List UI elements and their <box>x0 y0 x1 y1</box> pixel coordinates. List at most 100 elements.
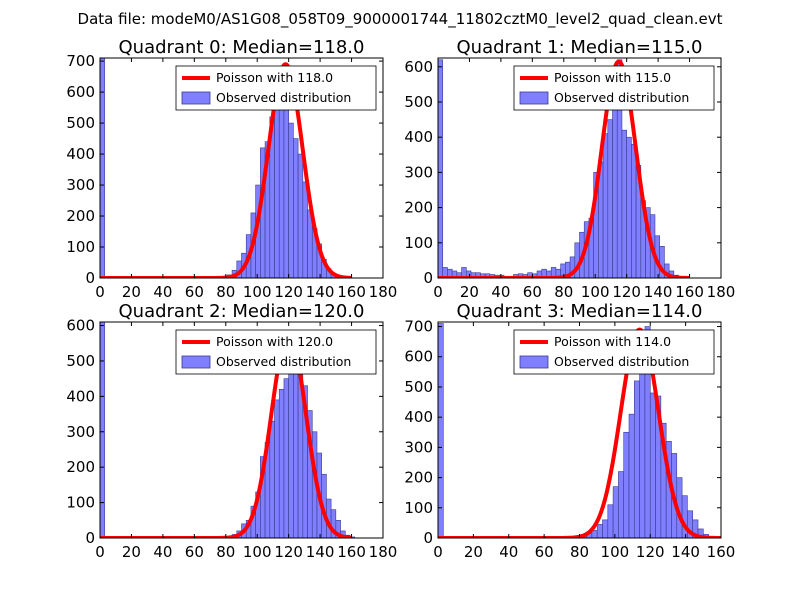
x-tick-label: 180 <box>369 543 398 561</box>
y-tick-label: 500 <box>404 378 433 396</box>
x-tick-label: 140 <box>306 543 335 561</box>
legend-fit-label: Poisson with 118.0 <box>216 70 333 85</box>
y-tick-label: 100 <box>404 499 433 517</box>
x-tick-label: 140 <box>671 543 700 561</box>
legend-fit-label: Poisson with 114.0 <box>554 334 671 349</box>
histogram-bar <box>612 486 619 538</box>
quadrant-3-title: Quadrant 3: Median=114.0 <box>457 301 703 322</box>
y-tick-label: 600 <box>66 317 95 335</box>
figure-title: Data file: modeM0/AS1G08_058T09_90000017… <box>78 10 723 29</box>
x-tick-label: 20 <box>122 543 141 561</box>
x-tick-label: 60 <box>523 283 542 301</box>
y-tick-label: 100 <box>66 238 95 256</box>
histogram-bar <box>100 322 106 538</box>
x-tick-label: 100 <box>581 283 610 301</box>
x-tick-label: 80 <box>216 543 235 561</box>
y-tick-label: 600 <box>66 83 95 101</box>
y-tick-label: 200 <box>404 199 433 217</box>
quadrant-2-axes-frame <box>99 321 384 539</box>
legend-fit-label: Poisson with 120.0 <box>216 334 333 349</box>
legend-observed-label: Observed distribution <box>216 90 351 105</box>
y-tick-label: 200 <box>66 458 95 476</box>
histogram-bar <box>602 133 609 278</box>
histogram-bar <box>100 58 106 278</box>
legend-observed-label: Observed distribution <box>216 354 351 369</box>
x-tick-label: 0 <box>95 543 105 561</box>
quadrant-0-legend: Poisson with 118.0 Observed distribution <box>175 65 377 111</box>
legend-observed-label: Observed distribution <box>554 354 689 369</box>
y-tick-label: 300 <box>66 176 95 194</box>
x-tick-label: 0 <box>433 283 443 301</box>
x-tick-label: 180 <box>369 283 398 301</box>
histogram-bar <box>335 519 341 538</box>
histogram-bar <box>634 380 640 538</box>
legend-bar-swatch <box>519 355 549 369</box>
legend-bar-swatch <box>181 91 211 105</box>
x-tick-label: 160 <box>337 543 366 561</box>
x-tick-label: 120 <box>274 543 303 561</box>
x-tick-label: 60 <box>535 543 554 561</box>
y-tick-label: 100 <box>66 494 95 512</box>
x-tick-label: 100 <box>243 283 272 301</box>
y-tick-label: 600 <box>404 348 433 366</box>
histogram-bar <box>283 378 289 538</box>
quadrant-2-title: Quadrant 2: Median=120.0 <box>119 301 365 322</box>
histogram-bar <box>649 392 656 538</box>
y-tick-label: 100 <box>404 234 433 252</box>
legend-bar-swatch <box>519 91 549 105</box>
quadrant-2-legend: Poisson with 120.0 Observed distribution <box>175 329 377 375</box>
histogram-bar <box>596 524 603 538</box>
histogram-bar <box>293 138 299 278</box>
x-tick-label: 160 <box>675 283 704 301</box>
quadrant-0-axes-frame <box>99 57 384 279</box>
legend-observed-label: Observed distribution <box>554 90 689 105</box>
x-tick-label: 60 <box>185 283 204 301</box>
y-tick-label: 400 <box>404 128 433 146</box>
x-tick-label: 160 <box>337 283 366 301</box>
quadrant-1-panel: Quadrant 1: Median=115.00 20 40 60 80 100 120 1… <box>404 37 735 301</box>
histogram-bar <box>631 143 637 278</box>
histogram-bar <box>626 136 632 278</box>
histogram-bar <box>628 413 635 538</box>
y-tick-label: 0 <box>423 269 433 287</box>
legend-bar-swatch <box>181 355 211 369</box>
quadrant-2-panel: Quadrant 2: Median=120.00 20 40 60 80 100 120 1… <box>66 301 397 561</box>
quadrant-1-title: Quadrant 1: Median=115.0 <box>457 37 703 58</box>
quadrant-0-panel: Quadrant 0: Median=118.00 20 40 60 80 100 120 1… <box>66 37 397 301</box>
histogram-bar <box>697 528 704 538</box>
histogram-bar <box>438 59 444 278</box>
y-tick-label: 400 <box>66 145 95 163</box>
histogram-bar <box>274 399 280 538</box>
x-tick-label: 0 <box>433 543 443 561</box>
histogram-bar <box>297 153 304 278</box>
histogram-bar <box>438 323 444 538</box>
x-tick-label: 80 <box>216 283 235 301</box>
histogram-bar <box>621 129 627 278</box>
quadrant-3-legend: Poisson with 114.0 Observed distribution <box>513 329 715 375</box>
histogram-bar <box>659 246 665 278</box>
histogram-bar <box>302 181 308 278</box>
y-tick-label: 300 <box>66 423 95 441</box>
x-tick-label: 140 <box>306 283 335 301</box>
histogram-bar <box>607 119 613 278</box>
y-tick-label: 200 <box>66 207 95 225</box>
histogram-bar <box>288 122 294 278</box>
quadrant-1-legend: Poisson with 115.0 Observed distribution <box>513 65 715 111</box>
y-tick-label: 400 <box>66 387 95 405</box>
x-tick-label: 60 <box>185 543 204 561</box>
y-tick-label: 500 <box>404 93 433 111</box>
x-tick-label: 20 <box>122 283 141 301</box>
x-tick-label: 120 <box>636 543 665 561</box>
x-tick-label: 40 <box>499 543 518 561</box>
x-tick-label: 40 <box>153 283 172 301</box>
y-tick-label: 600 <box>404 58 433 76</box>
x-tick-label: 120 <box>274 283 303 301</box>
x-tick-label: 0 <box>95 283 105 301</box>
x-tick-label: 80 <box>570 543 589 561</box>
y-tick-label: 400 <box>404 408 433 426</box>
histogram-bar <box>639 356 646 538</box>
x-tick-label: 20 <box>460 283 479 301</box>
x-tick-label: 100 <box>601 543 630 561</box>
quadrant-0-title: Quadrant 0: Median=118.0 <box>119 37 365 58</box>
